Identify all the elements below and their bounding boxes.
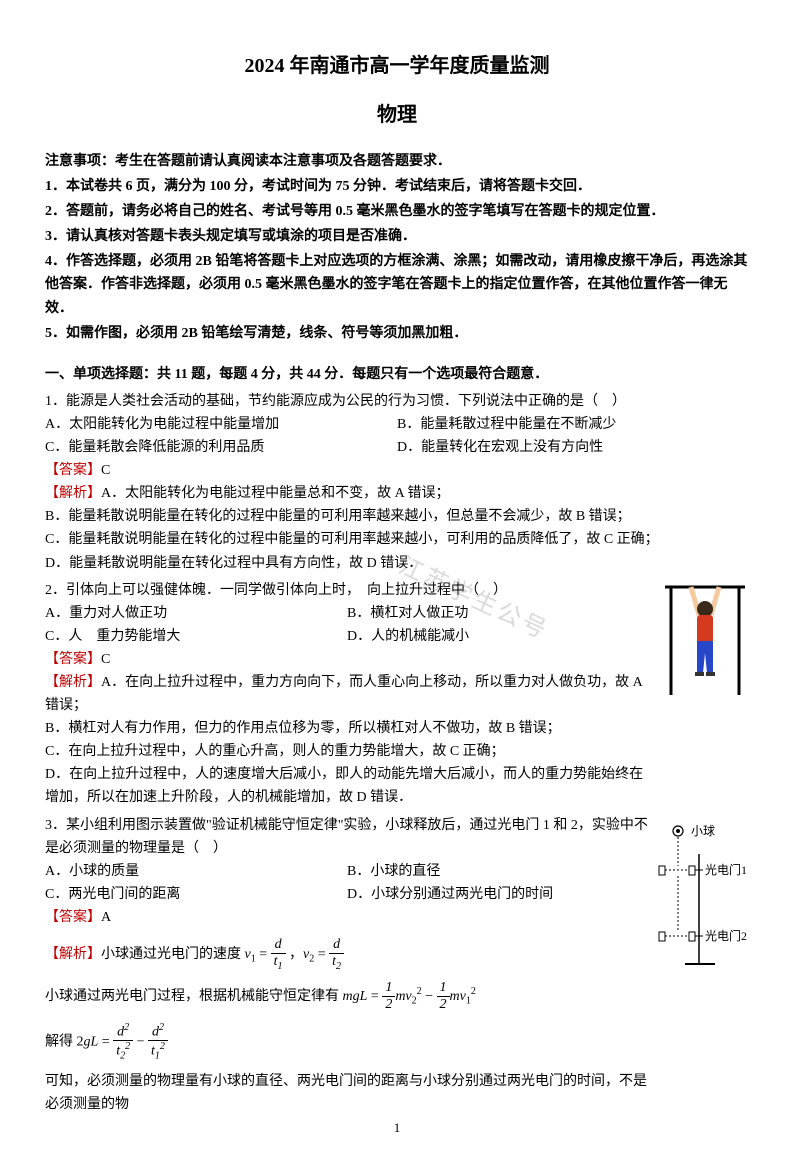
q3-opt-D: D．小球分别通过两光电门的时间	[347, 883, 649, 906]
instructions-block: 注意事项：考生在答题前请认真阅读本注意事项及各题答题要求． 1．本试卷共 6 页…	[45, 150, 749, 345]
q3-ball-label: 小球	[691, 824, 715, 838]
q3-answer: 【答案】A	[45, 906, 649, 929]
q1-analysis-B: B．能量耗散说明能量在转化的过程中能量的可利用率越来越小，但总量不会减少，故 B…	[45, 505, 749, 528]
q3-gate2-label: 光电门2	[705, 928, 747, 943]
q2-options-row2: C．人 重力势能增大 D．人的机械能减小	[45, 625, 649, 648]
q1-analysis-C: C．能量耗散说明能量在转化的过程中能量的可利用率越来越小，可利用的品质降低了，故…	[45, 528, 749, 551]
instructions-item: 5．如需作图，必须用 2B 铅笔绘写清楚，线条、符号等须加黑加粗．	[45, 322, 749, 345]
q1-answer: 【答案】C	[45, 459, 749, 482]
q3-options-row2: C．两光电门间的距离 D．小球分别通过两光电门的时间	[45, 883, 649, 906]
q3-options-row1: A．小球的质量 B．小球的直径	[45, 860, 649, 883]
instructions-item: 3．请认真核对答题卡表头规定填写或填涂的项目是否准确．	[45, 225, 749, 248]
q1-opt-B: B．能量耗散过程中能量在不断减少	[397, 413, 749, 436]
instructions-item: 4．作答选择题，必须用 2B 铅笔将答题卡上对应选项的方框涂满、涂黑；如需改动，…	[45, 250, 749, 319]
q2-opt-D: D．人的机械能减小	[347, 625, 649, 648]
page-subject: 物理	[45, 99, 749, 132]
q2-figure	[661, 579, 749, 699]
q3-formula-solve: 解得 2gL = d2t22 − d2t12	[45, 1022, 649, 1063]
page-title: 2024 年南通市高一学年度质量监测	[45, 50, 749, 83]
question-2: 2．引体向上可以强健体魄．一同学做引体向上时， 向上拉升过程中（ ） A．重力对…	[45, 579, 749, 810]
q1-opt-D: D．能量转化在宏观上没有方向性	[397, 436, 749, 459]
q3-stem: 3．某小组利用图示装置做"验证机械能守恒定律"实验，小球释放后，通过光电门 1 …	[45, 814, 649, 860]
q2-options-row1: A．重力对人做正功 B．横杠对人做正功	[45, 602, 649, 625]
q2-analysis-B: B．横杠对人有力作用，但力的作用点位移为零，所以横杠对人不做功，故 B 错误；	[45, 717, 649, 740]
instructions-intro: 注意事项：考生在答题前请认真阅读本注意事项及各题答题要求．	[45, 150, 749, 173]
q2-analysis-A: 【解析】A．在向上拉升过程中，重力方向向下，而人重心向上移动，所以重力对人做负功…	[45, 671, 649, 717]
q1-analysis-D: D．能量耗散说明能量在转化过程中具有方向性，故 D 错误．	[45, 552, 749, 575]
instructions-item: 1．本试卷共 6 页，满分为 100 分，考试时间为 75 分钟．考试结束后，请…	[45, 175, 749, 198]
q1-opt-C: C．能量耗散会降低能源的利用品质	[45, 436, 397, 459]
q3-opt-A: A．小球的质量	[45, 860, 347, 883]
section-heading: 一、单项选择题：共 11 题，每题 4 分，共 44 分．每题只有一个选项最符合…	[45, 363, 749, 386]
q2-opt-B: B．横杠对人做正功	[347, 602, 649, 625]
instructions-item: 2．答题前，请务必将自己的姓名、考试号等用 0.5 毫米黑色墨水的签字笔填写在答…	[45, 200, 749, 223]
page-number: 1	[0, 1117, 794, 1138]
q3-figure: 小球 光电门1 光电门2	[657, 824, 749, 974]
q3-analysis-end: 可知，必须测量的物理量有小球的直径、两光电门间的距离与小球分别通过两光电门的时间…	[45, 1070, 649, 1116]
q2-stem: 2．引体向上可以强健体魄．一同学做引体向上时， 向上拉升过程中（ ）	[45, 579, 649, 602]
q2-opt-A: A．重力对人做正功	[45, 602, 347, 625]
q1-analysis-A: 【解析】A．太阳能转化为电能过程中能量总和不变，故 A 错误；	[45, 482, 749, 505]
q3-formula-v: 【解析】小球通过光电门的速度 v1 = dt1 ，v2 = dt2	[45, 937, 649, 972]
q3-formula-energy: 小球通过两光电门过程，根据机械能守恒定律有 mgL = 12mv22 − 12m…	[45, 980, 649, 1013]
question-3: 小球 光电门1 光电门2 3．某小组利用图示装置做"验证机械能守恒定律"实验，小…	[45, 814, 749, 1117]
q2-answer: 【答案】C	[45, 648, 649, 671]
q3-opt-C: C．两光电门间的距离	[45, 883, 347, 906]
q1-stem: 1．能源是人类社会活动的基础，节约能源应成为公民的行为习惯．下列说法中正确的是（…	[45, 390, 749, 413]
q1-options-row2: C．能量耗散会降低能源的利用品质 D．能量转化在宏观上没有方向性	[45, 436, 749, 459]
q2-analysis-D: D．在向上拉升过程中，人的速度增大后减小，即人的动能先增大后减小，而人的重力势能…	[45, 763, 649, 809]
q2-opt-C: C．人 重力势能增大	[45, 625, 347, 648]
q2-analysis-C: C．在向上拉升过程中，人的重心升高，则人的重力势能增大，故 C 正确；	[45, 740, 649, 763]
q3-gate1-label: 光电门1	[705, 862, 747, 877]
q3-opt-B: B．小球的直径	[347, 860, 649, 883]
q1-opt-A: A．太阳能转化为电能过程中能量增加	[45, 413, 397, 436]
question-1: 1．能源是人类社会活动的基础，节约能源应成为公民的行为习惯．下列说法中正确的是（…	[45, 390, 749, 575]
q1-options-row1: A．太阳能转化为电能过程中能量增加 B．能量耗散过程中能量在不断减少	[45, 413, 749, 436]
